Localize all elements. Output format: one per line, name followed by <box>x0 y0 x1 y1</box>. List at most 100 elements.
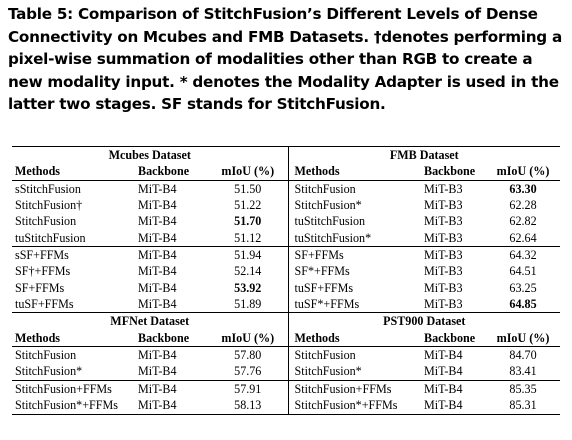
table-cell: MiT-B4 <box>138 364 177 379</box>
table-cell: 52.14 <box>208 263 289 280</box>
column-header: mIoU (%) <box>486 329 561 348</box>
table-cell: 57.91 <box>208 379 289 398</box>
table-cell: MiT-B3 <box>424 246 487 264</box>
table-cell: tuSF+FFMs <box>294 280 354 295</box>
table-cell: StitchFusion+FFMs <box>12 379 138 398</box>
table-cell: 64.32 <box>486 246 561 264</box>
dataset-title-left: Mcubes Dataset <box>12 146 289 164</box>
column-header: mIoU (%) <box>208 329 289 348</box>
table-cell: StitchFusion+FFMs <box>288 379 425 398</box>
dataset-title-row: Mcubes Dataset FMB Dataset <box>12 146 561 164</box>
table-cell: 63.25 <box>509 280 537 295</box>
table-cell: 51.94 <box>208 246 289 264</box>
table-cell: 51.70 <box>208 213 289 230</box>
table-cell: MiT-B3 <box>424 198 463 213</box>
table-cell: 51.89 <box>208 296 289 313</box>
table-cell: MiT-B4 <box>424 348 463 363</box>
dataset-title-right: PST900 Dataset <box>288 312 561 330</box>
table-cell: StitchFusion* <box>294 198 362 213</box>
table-cell: MiT-B4 <box>138 230 177 245</box>
dataset-title-right: FMB Dataset <box>288 146 561 164</box>
table-cell: sStitchFusion <box>15 181 81 196</box>
table-cell: StitchFusion <box>15 214 77 229</box>
column-header: Methods <box>12 163 138 181</box>
table-cell: StitchFusion* <box>15 364 83 379</box>
table-row: tuStitchFusion MiT-B4 51.12 tuStitchFusion*… <box>12 229 560 247</box>
table-cell: MiT-B4 <box>138 214 177 229</box>
table-cell: StitchFusion <box>294 181 356 196</box>
table-cell: MiT-B3 <box>424 297 463 312</box>
table-cell: MiT-B4 <box>138 280 177 295</box>
comparison-table: Mcubes Dataset FMB Dataset Methods Backbone… <box>12 146 561 415</box>
table-cell: tuSF+FFMs <box>15 297 74 312</box>
table-cell: 51.50 <box>208 180 289 198</box>
table-row: StitchFusion† MiT-B4 51.22 StitchFusion* MiT… <box>12 197 560 214</box>
table-cell: StitchFusion <box>15 348 77 363</box>
table-cell: MiT-B4 <box>138 297 177 312</box>
table-cell: MiT-B3 <box>424 214 463 229</box>
table-cell: 62.28 <box>509 198 537 213</box>
table-cell: 64.51 <box>509 264 537 279</box>
table-cell: MiT-B3 <box>424 230 463 245</box>
column-header: Backbone <box>424 329 487 348</box>
table-row: StitchFusion MiT-B4 57.80 StitchFusion MiT-B… <box>12 346 560 364</box>
column-header: Backbone <box>138 329 208 348</box>
table-cell: 51.12 <box>208 229 289 247</box>
table-cell: tuSF*+FFMs <box>294 297 360 312</box>
table-cell: MiT-B4 <box>138 264 177 279</box>
table-cell: StitchFusion <box>294 348 356 363</box>
table-cell: MiT-B4 <box>138 246 208 264</box>
table-cell: 83.41 <box>509 364 537 379</box>
column-header: Methods <box>288 163 425 181</box>
table-cell: MiT-B4 <box>138 397 208 415</box>
table-row: StitchFusion+FFMs MiT-B4 57.91 StitchFusion… <box>12 379 561 398</box>
column-header: mIoU (%) <box>486 163 561 181</box>
column-header: Backbone <box>424 163 487 181</box>
table-cell: SF*+FFMs <box>294 264 350 279</box>
table-row: StitchFusion* MiT-B4 57.76 StitchFusion* MiT… <box>12 363 560 381</box>
table-cell: SF+FFMs <box>15 280 65 295</box>
table-cell: MiT-B4 <box>424 379 487 398</box>
table-cell: MiT-B4 <box>138 198 177 213</box>
table-cell: MiT-B4 <box>424 364 463 379</box>
table-cell: MiT-B3 <box>424 181 463 196</box>
table-cell: SF†+FFMs <box>15 264 71 279</box>
table-cell: 51.22 <box>208 197 289 214</box>
table-row: SF†+FFMs MiT-B4 52.14 SF*+FFMs MiT-B3 64.51 <box>12 263 560 280</box>
table-cell: MiT-B4 <box>138 348 177 363</box>
table-cell: 84.70 <box>509 348 537 363</box>
table-row: tuSF+FFMs MiT-B4 51.89 tuSF*+FFMs MiT-B3 64.8… <box>12 296 560 313</box>
header-row: Methods Backbone mIoU (%) Methods Backbone mI… <box>12 329 561 348</box>
table-row: StitchFusion MiT-B4 51.70 tuStitchFusion MiT… <box>12 213 560 230</box>
table-cell: 57.76 <box>208 363 289 381</box>
table-cell: sSF+FFMs <box>12 246 138 264</box>
table-cell: StitchFusion† <box>15 198 83 213</box>
table-cell: 62.64 <box>509 230 537 245</box>
table-cell: MiT-B4 <box>424 397 487 415</box>
table-cell: MiT-B3 <box>424 280 463 295</box>
table-cell: tuStitchFusion <box>294 214 366 229</box>
table-row: sStitchFusion MiT-B4 51.50 StitchFusion MiT-… <box>12 180 560 198</box>
table-cell: tuStitchFusion* <box>294 230 372 245</box>
table-cell: StitchFusion*+FFMs <box>12 397 138 415</box>
table-cell: 85.35 <box>486 379 561 398</box>
table-cell: 62.82 <box>509 214 537 229</box>
column-header: Backbone <box>138 163 208 181</box>
column-header: Methods <box>288 329 425 348</box>
table-cell: MiT-B3 <box>424 264 463 279</box>
table-cell: 58.13 <box>208 397 289 415</box>
column-header: Methods <box>12 329 138 348</box>
table-cell: SF+FFMs <box>288 246 425 264</box>
header-row: Methods Backbone mIoU (%) Methods Backbone mI… <box>12 163 561 181</box>
table-cell: MiT-B4 <box>138 379 208 398</box>
table-cell: 63.30 <box>509 181 537 196</box>
table-cell: 85.31 <box>486 397 561 415</box>
dataset-title-left: MFNet Dataset <box>12 312 289 330</box>
table-cell: 57.80 <box>208 346 289 364</box>
table-cell: tuStitchFusion <box>15 230 86 245</box>
table-cell: StitchFusion* <box>294 364 362 379</box>
table-cell: MiT-B4 <box>138 181 177 196</box>
table-row: StitchFusion*+FFMs MiT-B4 58.13 StitchFusio… <box>12 397 561 415</box>
table-cell: 53.92 <box>208 279 289 297</box>
table-cell: StitchFusion*+FFMs <box>288 397 425 415</box>
